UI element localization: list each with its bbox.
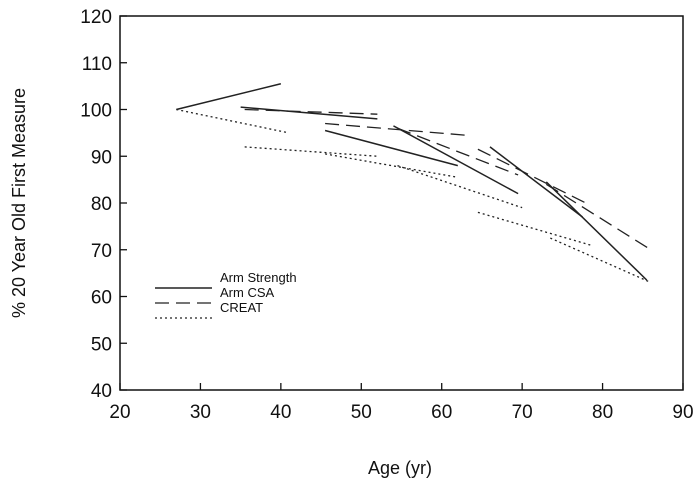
x-tick-label: 30 [190,402,211,423]
series-segment [244,146,378,157]
series-segment [397,127,519,176]
y-tick-label: 110 [82,54,112,75]
series-segment [324,129,458,167]
y-tick-label: 70 [91,241,112,262]
series-segment [176,108,290,134]
series-arm-csa [244,108,652,251]
y-tick-label: 80 [91,194,112,215]
x-tick-label: 90 [672,402,693,423]
y-tick-label: 50 [91,334,112,355]
y-tick-label: 90 [91,147,112,168]
series-segment [489,146,583,218]
series-segment [240,106,378,120]
x-tick-label: 20 [109,402,130,423]
x-tick-label: 80 [592,402,613,423]
y-tick-label: 40 [91,381,112,402]
series-segment [176,83,282,111]
series-segment [325,122,466,136]
series-segment [393,125,519,195]
x-tick-label: 60 [431,402,452,423]
legend-label: Arm CSA [220,285,275,300]
legend-label: Arm Strength [220,270,297,285]
y-axis-title: % 20 Year Old First Measure [9,88,29,318]
series-segment [545,181,648,281]
y-tick-label: 100 [80,101,112,122]
series-segment [550,237,652,284]
series-creat [176,108,652,284]
series-segment [545,183,652,251]
x-tick-label: 70 [512,402,533,423]
x-tick-label: 40 [270,402,291,423]
legend-label: CREAT [220,300,263,315]
series-segment [477,148,591,206]
y-tick-label: 120 [80,7,112,28]
series-segment [477,211,591,246]
series-segment [244,108,378,115]
y-tick-label: 60 [91,288,112,309]
plot-area-border [119,15,684,391]
series-segment [324,153,458,178]
series-segment [397,164,523,209]
series-arm-strength [176,83,648,281]
x-tick-label: 50 [351,402,372,423]
x-axis-title: Age (yr) [368,458,432,478]
